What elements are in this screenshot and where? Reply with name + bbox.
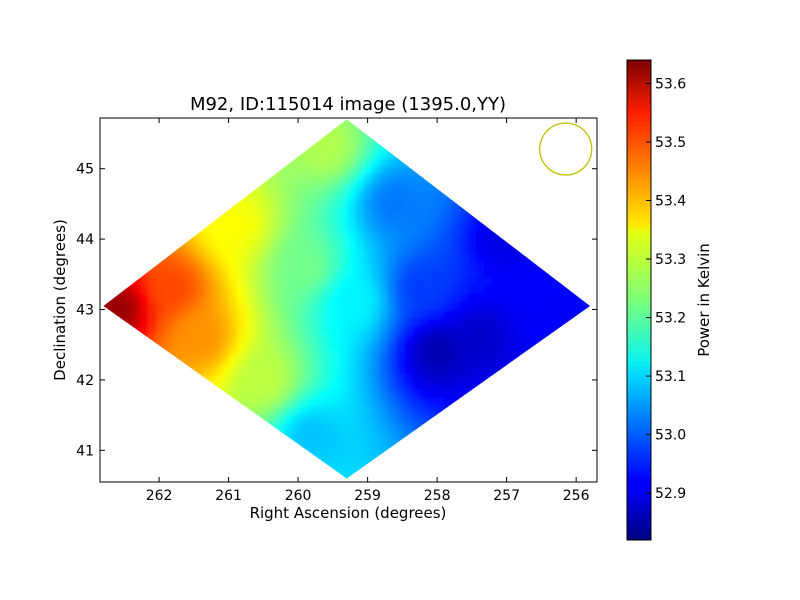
colorbar-tick-label: 53.0: [655, 428, 686, 444]
x-tick-label: 261: [215, 488, 242, 504]
colorbar-tick-label: 53.6: [655, 76, 686, 92]
y-tick-label: 45: [76, 162, 94, 178]
x-tick-label: 258: [424, 488, 451, 504]
colorbar-tick-label: 53.2: [655, 311, 686, 327]
y-tick-label: 44: [76, 232, 94, 248]
plot-area: [100, 118, 597, 482]
colorbar-tick-label: 53.3: [655, 252, 686, 268]
x-tick-label: 259: [354, 488, 381, 504]
x-tick-label: 262: [146, 488, 173, 504]
colorbar-tick-label: 52.9: [655, 486, 686, 502]
x-tick-label: 257: [493, 488, 520, 504]
colorbar-tick-label: 53.4: [655, 193, 686, 209]
y-axis-label: Declination (degrees): [51, 219, 69, 381]
y-tick-label: 43: [76, 303, 94, 319]
colorbar-tick-label: 53.1: [655, 369, 686, 385]
x-tick-label: 260: [285, 488, 312, 504]
beam-marker: [539, 122, 593, 176]
y-tick-label: 41: [76, 443, 94, 459]
x-axis: 262 261 260 259 258 257 256: [146, 118, 590, 504]
chart-title: M92, ID:115014 image (1395.0,YY): [190, 94, 506, 115]
x-tick-label: 256: [563, 488, 590, 504]
colorbar-tick-label: 53.5: [655, 135, 686, 151]
colorbar-gradient: [626, 59, 652, 541]
y-axis: 41 42 43 44 45: [76, 162, 597, 459]
x-axis-label: Right Ascension (degrees): [250, 504, 447, 522]
colorbar: 52.9 53.0 53.1 53.2 53.3 53.4 53.5 53.6 Power i…: [626, 59, 713, 541]
y-tick-label: 42: [76, 373, 94, 389]
colorbar-ticks: 52.9 53.0 53.1 53.2 53.3 53.4 53.5 53.6: [646, 76, 686, 502]
plot-frame: [99, 117, 598, 483]
colorbar-label: Power in Kelvin: [695, 243, 713, 357]
